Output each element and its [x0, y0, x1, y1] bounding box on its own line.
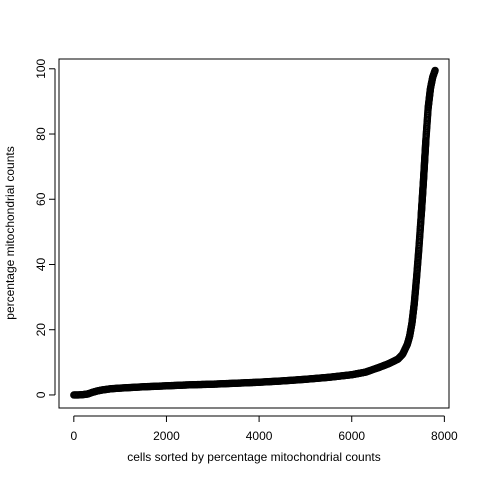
y-tick-label: 100	[34, 58, 48, 78]
x-tick-label: 8000	[431, 429, 458, 443]
plot-frame	[58, 58, 450, 409]
x-axis: 0 2000 4000 6000 8000	[70, 415, 458, 443]
y-axis: 0 20 40 60 80 100	[34, 58, 56, 398]
y-tick-label: 0	[34, 391, 48, 398]
y-tick-label: 20	[34, 323, 48, 337]
y-tick-label: 60	[34, 192, 48, 206]
x-tick-label: 0	[70, 429, 77, 443]
y-tick-label: 80	[34, 127, 48, 141]
y-axis-label: percentage mitochondrial counts	[3, 146, 17, 319]
x-tick-label: 2000	[153, 429, 180, 443]
y-tick-label: 40	[34, 257, 48, 271]
x-tick-label: 4000	[246, 429, 273, 443]
data-point	[431, 66, 439, 75]
x-axis-label: cells sorted by percentage mitochondrial…	[127, 450, 380, 464]
x-tick-label: 6000	[338, 429, 365, 443]
data-points	[70, 66, 439, 399]
